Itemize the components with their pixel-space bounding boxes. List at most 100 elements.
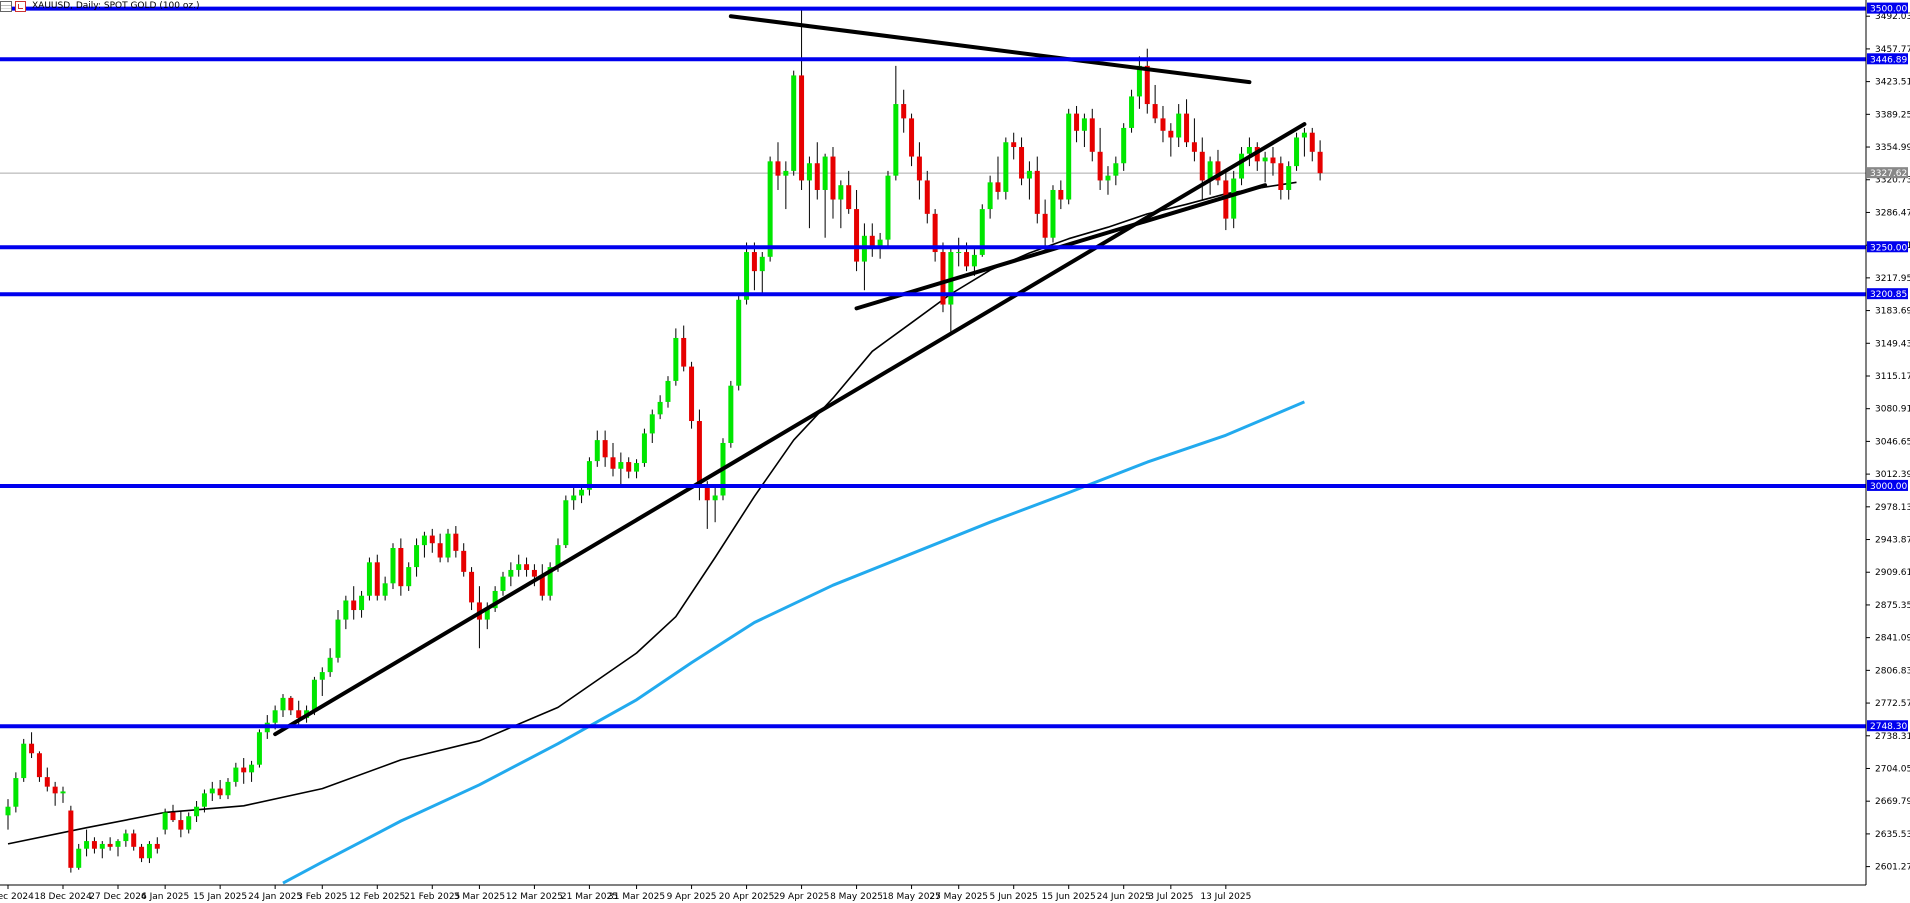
x-tick-label: 9 Dec 2024 — [0, 892, 34, 902]
candle-body — [366, 562, 372, 596]
candle-body — [1317, 151, 1323, 174]
candle-body — [901, 104, 907, 119]
candle-body — [311, 679, 317, 711]
level-badge — [1867, 2, 1908, 14]
candle-body — [1176, 113, 1182, 138]
horizontal-levels: 3500.00 3446.89 3250.00 3200.85 3000.00 2748.… — [0, 2, 1908, 732]
candle-body — [1129, 96, 1135, 128]
y-tick-label: 3354.99 — [1875, 143, 1910, 153]
candle-body — [288, 697, 294, 711]
candle-body — [1136, 65, 1142, 97]
level-label: 3250.00 — [1870, 243, 1907, 253]
candle-body — [1309, 132, 1315, 152]
candle-body — [217, 788, 223, 796]
x-tick-label: 31 Mar 2025 — [608, 892, 665, 902]
candle-body — [893, 104, 899, 176]
y-tick-label: 3423.51 — [1875, 78, 1910, 88]
candle-body — [13, 778, 19, 807]
candle-body — [201, 793, 207, 807]
candle-body — [728, 385, 734, 443]
candle-body — [932, 213, 938, 253]
x-tick-label: 12 Feb 2025 — [349, 892, 405, 902]
candle-body — [979, 209, 985, 255]
candle-body — [1191, 142, 1197, 152]
candle-body — [162, 812, 168, 830]
y-axis-ticks: 3492.03 3457.77 3423.51 3389.25 3354.99 3320.… — [0, 12, 1910, 873]
candle-body — [461, 550, 467, 572]
candle-body — [1231, 178, 1237, 219]
candle-body — [1003, 142, 1009, 192]
candle-body — [107, 843, 113, 847]
candle-body — [398, 547, 404, 587]
chart-menu-icon[interactable] — [0, 0, 12, 12]
level-badge — [1867, 241, 1908, 253]
y-tick-label: 2738.31 — [1875, 732, 1910, 742]
candle-body — [681, 337, 687, 367]
candle-body — [437, 543, 443, 558]
trendlines — [273, 14, 1307, 737]
candle-body — [68, 810, 74, 868]
candle-body — [696, 421, 702, 488]
candle-body — [484, 608, 490, 620]
candle-body — [689, 366, 695, 422]
candle-body — [1278, 163, 1284, 190]
y-tick-label: 3080.91 — [1875, 405, 1910, 415]
candle-body — [712, 495, 718, 501]
level-label: 3500.00 — [1870, 5, 1907, 15]
moving-averages — [7, 181, 1305, 885]
x-tick-label: 29 Apr 2025 — [774, 892, 830, 902]
y-tick-label: 3183.69 — [1875, 307, 1910, 317]
candle-body — [610, 457, 616, 469]
x-tick-label: 12 Mar 2025 — [506, 892, 563, 902]
candle-body — [783, 170, 789, 176]
candle-body — [186, 816, 192, 830]
candle-body — [744, 252, 750, 300]
candle-body — [249, 764, 255, 773]
candle-body — [665, 380, 671, 402]
candle-body — [1097, 151, 1103, 181]
candle-body — [225, 781, 231, 796]
candle-body — [524, 564, 530, 570]
x-tick-label: 15 Jan 2025 — [193, 892, 247, 902]
candle-body — [964, 252, 970, 267]
candle-body — [1144, 65, 1150, 105]
level-badge — [1867, 479, 1908, 491]
candle-body — [76, 848, 82, 868]
candle-body — [940, 252, 946, 305]
level-label: 3200.85 — [1870, 290, 1907, 300]
candle-body — [382, 583, 388, 596]
candle-body — [657, 401, 663, 415]
candle-body — [1011, 142, 1017, 148]
y-tick-label: 2806.83 — [1875, 666, 1910, 676]
candle-body — [1152, 104, 1158, 119]
candle-body — [123, 833, 129, 842]
candle-body — [256, 732, 262, 765]
candle-body — [84, 841, 90, 849]
moving-average-slow — [282, 400, 1305, 885]
candle-body — [736, 299, 742, 386]
candle-body — [1121, 127, 1127, 164]
chart-window-icon[interactable] — [15, 0, 26, 12]
y-tick-label: 2601.27 — [1875, 863, 1910, 873]
y-tick-label: 2841.09 — [1875, 634, 1910, 644]
y-tick-label: 3217.95 — [1875, 274, 1910, 284]
candle-body — [91, 841, 97, 849]
candle-body — [296, 710, 302, 718]
candle-body — [1113, 163, 1119, 176]
candlesticks — [5, 8, 1323, 873]
x-tick-label: 3 Mar 2025 — [454, 892, 505, 902]
candle-body — [21, 743, 27, 779]
x-tick-label: 21 Mar 2025 — [561, 892, 618, 902]
level-label: 2748.30 — [1870, 722, 1907, 732]
candle-body — [767, 161, 773, 257]
candle-body — [563, 500, 569, 546]
candle-body — [1184, 113, 1190, 143]
candle-body — [359, 595, 365, 611]
candle-body — [429, 535, 435, 544]
x-tick-label: 24 Jan 2025 — [248, 892, 302, 902]
candle-body — [390, 547, 396, 584]
candle-body — [1026, 170, 1032, 179]
candle-body — [830, 156, 836, 200]
y-tick-label: 2875.35 — [1875, 601, 1910, 611]
